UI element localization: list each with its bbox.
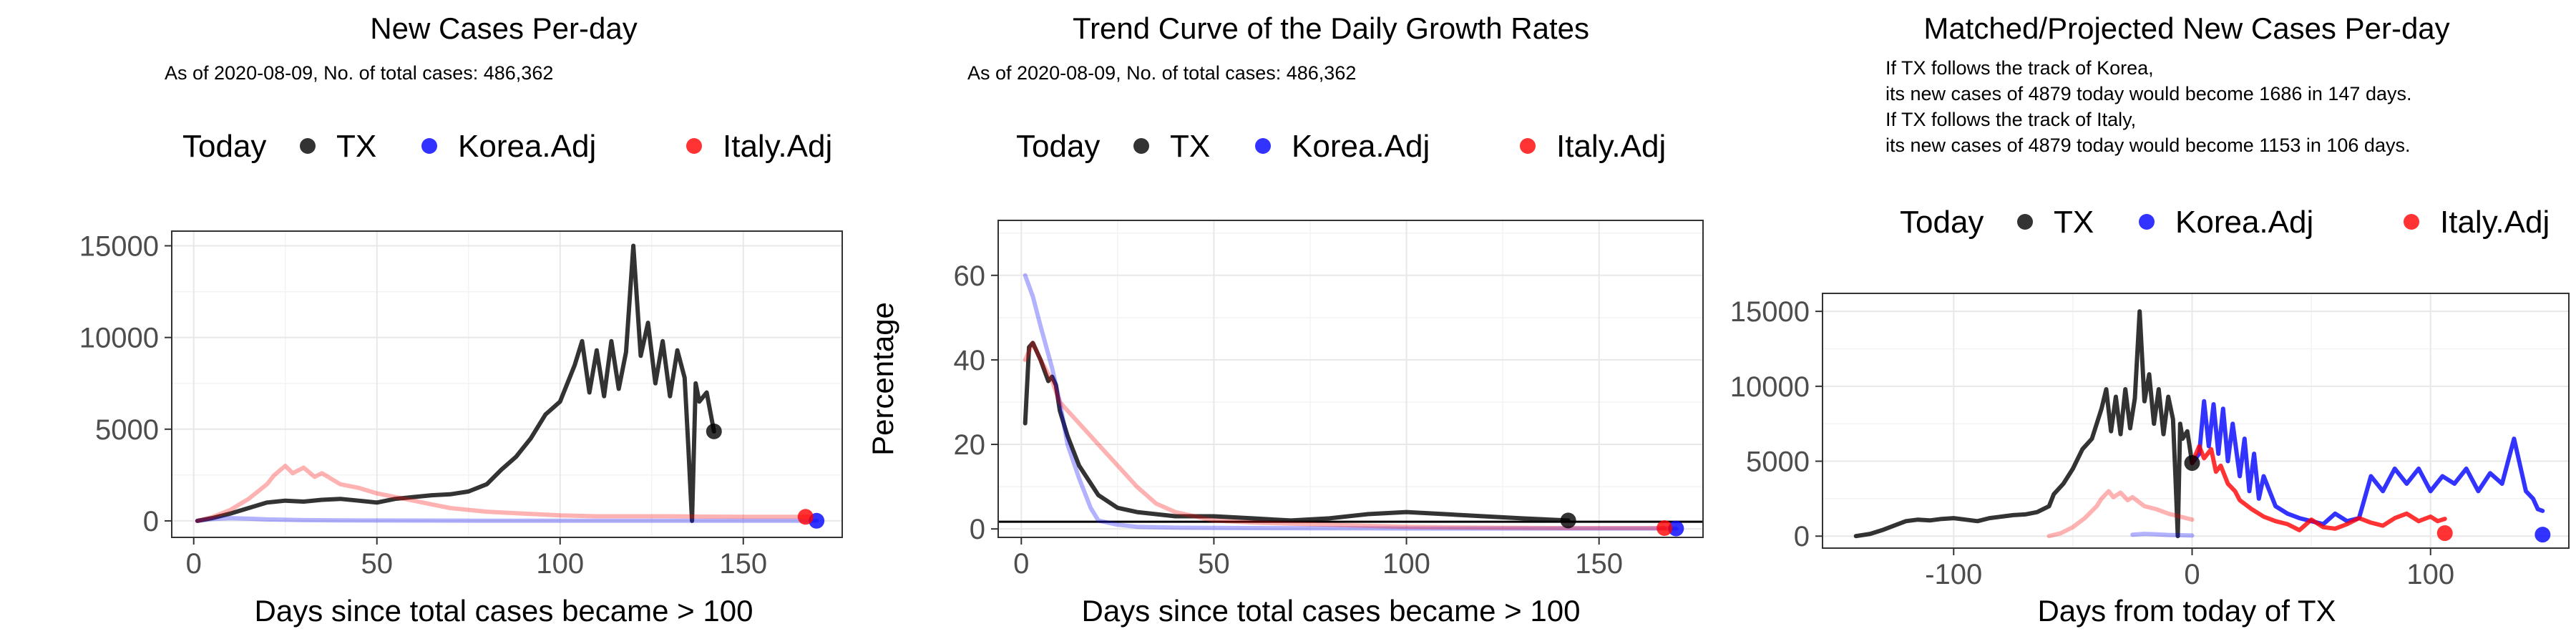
legend-marker-tx xyxy=(300,138,316,154)
chart-legend: Today TX Korea.Adj Italy.Adj xyxy=(1016,129,1666,164)
y-tick-label: 10000 xyxy=(1730,371,1810,403)
series-line-korea-faded xyxy=(195,516,819,523)
chart-panel-growth-rates: Trend Curve of the Daily Growth Rates As … xyxy=(859,0,1717,644)
legend-marker-italy xyxy=(2404,214,2419,230)
plot-border xyxy=(171,230,843,538)
x-tick-label: 0 xyxy=(186,548,202,580)
legend-marker-italy xyxy=(686,138,702,154)
legend-marker-korea xyxy=(421,138,437,154)
chart-subtitle-line: As of 2020-08-09, No. of total cases: 48… xyxy=(967,62,1356,84)
x-axis-title: Days since total cases became > 100 xyxy=(1082,594,1581,628)
series-line-tx xyxy=(195,243,716,523)
chart-title: Matched/Projected New Cases Per-day xyxy=(1923,11,2449,45)
y-tick-label: 40 xyxy=(954,345,986,376)
y-tick-label: 5000 xyxy=(1746,447,1810,478)
y-tick-label: 15000 xyxy=(79,231,159,263)
legend-label-italy: Italy.Adj xyxy=(1556,129,1666,164)
chart-projected-cases: Matched/Projected New Cases Per-day If TX… xyxy=(1730,11,2570,628)
y-tick-label: 60 xyxy=(954,260,986,292)
plot-background xyxy=(1823,293,2569,548)
plot-area xyxy=(1822,293,2570,549)
series-line-italy-faded xyxy=(1023,341,1667,530)
x-tick-label: 0 xyxy=(1013,548,1029,580)
chart-title: Trend Curve of the Daily Growth Rates xyxy=(1073,11,1589,45)
legend-label-tx: TX xyxy=(336,129,376,164)
series-line-tx xyxy=(1853,309,2195,539)
chart-subtitle-line: As of 2020-08-09, No. of total cases: 48… xyxy=(165,62,553,84)
x-tick-label: 50 xyxy=(1198,548,1230,580)
chart-legend: Today TX Korea.Adj Italy.Adj xyxy=(1900,205,2550,240)
legend-marker-tx xyxy=(1133,138,1149,154)
y-tick-label: 0 xyxy=(970,514,985,545)
x-tick-label: 100 xyxy=(2406,559,2454,590)
x-tick-label: 0 xyxy=(2184,559,2200,590)
x-tick-label: -100 xyxy=(1925,559,1982,590)
x-axis-title: Days from today of TX xyxy=(2037,594,2336,628)
plot-background xyxy=(172,231,842,537)
today-point-tx xyxy=(2184,455,2200,472)
legend-title: Today xyxy=(1900,205,1984,240)
chart-panel-projected-cases: Matched/Projected New Cases Per-day If TX… xyxy=(1717,0,2576,644)
today-point-italy xyxy=(1657,520,1673,537)
chart-subtitle-line: If TX follows the track of Italy, xyxy=(1885,109,2136,130)
series-line-italy xyxy=(2190,444,2447,532)
x-tick-label: 150 xyxy=(1575,548,1623,580)
chart-subtitle-line: its new cases of 4879 today would become… xyxy=(1885,135,2410,156)
legend-label-korea: Korea.Adj xyxy=(458,129,596,164)
chart-title: New Cases Per-day xyxy=(370,11,637,45)
series-line-korea-faded xyxy=(1023,273,1679,531)
y-tick-label: 15000 xyxy=(1730,296,1810,328)
legend-label-italy: Italy.Adj xyxy=(2440,205,2550,240)
y-axis-title: Percentage xyxy=(866,302,899,456)
legend-label-korea: Korea.Adj xyxy=(1292,129,1430,164)
today-point-tx xyxy=(706,423,722,439)
legend-marker-korea xyxy=(2139,214,2155,230)
chart-subtitle-line: If TX follows the track of Korea, xyxy=(1885,57,2154,79)
legend-label-italy: Italy.Adj xyxy=(723,129,832,164)
y-tick-label: 10000 xyxy=(79,323,159,354)
legend-title: Today xyxy=(182,129,266,164)
x-tick-label: 100 xyxy=(1382,548,1430,580)
chart-legend: Today TX Korea.Adj Italy.Adj xyxy=(182,129,832,164)
legend-marker-korea xyxy=(1255,138,1271,154)
series-line-korea xyxy=(2190,399,2545,527)
chart-subtitle-line: its new cases of 4879 today would become… xyxy=(1885,83,2411,104)
y-tick-label: 0 xyxy=(1794,521,1810,552)
today-point-tx xyxy=(1560,512,1576,529)
plot-area xyxy=(171,230,843,538)
today-point-korea xyxy=(1668,520,1684,537)
legend-marker-tx xyxy=(2017,214,2033,230)
today-point-korea xyxy=(2534,527,2551,543)
plot-area xyxy=(997,220,1704,538)
y-tick-label: 0 xyxy=(143,506,159,537)
today-point-italy xyxy=(2436,525,2453,542)
x-axis-title: Days since total cases became > 100 xyxy=(255,594,753,628)
x-tick-label: 100 xyxy=(536,548,584,580)
legend-label-tx: TX xyxy=(1170,129,1210,164)
x-tick-label: 50 xyxy=(361,548,393,580)
x-tick-label: 150 xyxy=(719,548,767,580)
chart-new-cases: New Cases Per-day As of 2020-08-09, No. o… xyxy=(79,11,843,628)
y-tick-label: 5000 xyxy=(95,414,159,446)
y-tick-label: 20 xyxy=(954,429,986,461)
legend-title: Today xyxy=(1016,129,1100,164)
plot-border xyxy=(997,220,1704,538)
series-line-korea-faded xyxy=(2130,532,2195,538)
chart-panel-new-cases: New Cases Per-day As of 2020-08-09, No. o… xyxy=(0,0,859,644)
legend-label-korea: Korea.Adj xyxy=(2175,205,2313,240)
chart-growth-rates: Trend Curve of the Daily Growth Rates As … xyxy=(866,11,1704,628)
series-line-tx xyxy=(1023,341,1571,523)
today-point-italy xyxy=(797,509,814,525)
plot-background xyxy=(998,220,1703,537)
legend-marker-italy xyxy=(1520,138,1536,154)
legend-label-tx: TX xyxy=(2054,205,2094,240)
series-line-italy-faded xyxy=(2046,489,2195,539)
plot-border xyxy=(1822,293,2570,549)
series-line-italy-faded xyxy=(195,464,811,523)
